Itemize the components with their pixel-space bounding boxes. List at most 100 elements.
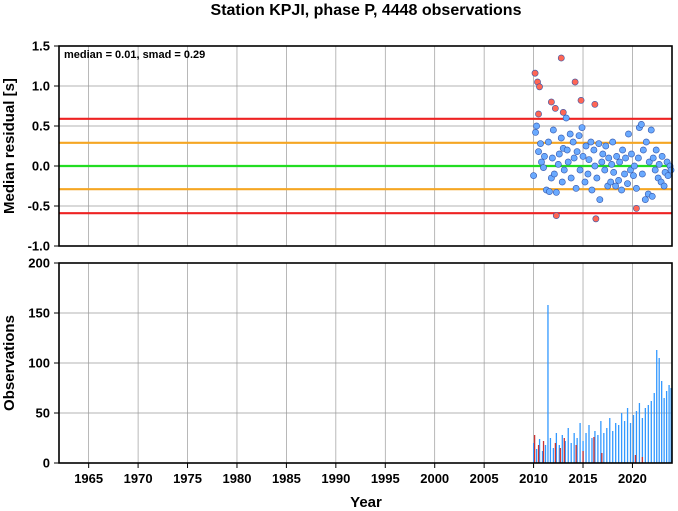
residual-point: [545, 138, 552, 146]
residual-point: [664, 172, 672, 179]
residual-y-ticks: -1.0 -0.5 0.0 0.5 1.0 1.5: [28, 39, 59, 254]
residual-point: [546, 188, 553, 195]
residual-point: [548, 154, 556, 162]
year-x-tick-label: 2010: [519, 471, 548, 486]
observation-bar: [644, 408, 647, 463]
residual-point: [602, 142, 610, 150]
residual-point: [555, 150, 563, 158]
observation-bar: [573, 433, 575, 463]
residual-point: [584, 170, 592, 178]
observation-bar: [606, 428, 608, 463]
residual-point: [533, 122, 540, 130]
observation-bar: [597, 435, 599, 463]
observation-bar: [538, 439, 541, 463]
observation-bar: [579, 423, 581, 463]
observation-bar: [650, 401, 652, 463]
observations-y-tick-label: 100: [28, 356, 50, 371]
residual-point: [591, 101, 599, 108]
observations-y-axis-label: Observations: [1, 315, 18, 411]
residual-point: [608, 160, 616, 168]
residual-point: [647, 126, 655, 134]
year-x-tick-label: 1990: [321, 471, 350, 486]
year-x-tick-label: 1965: [74, 471, 103, 486]
residual-point: [541, 152, 548, 160]
residual-point: [630, 172, 637, 179]
observation-bar: [549, 438, 552, 463]
observation-bar: [582, 451, 584, 463]
residual-point: [633, 184, 640, 192]
reference-lines: [59, 117, 672, 215]
residual-point: [593, 174, 601, 182]
residual-point: [652, 146, 660, 154]
observation-bar: [632, 415, 635, 463]
residual-point: [550, 170, 558, 178]
observation-bar: [588, 425, 590, 463]
observation-bar: [623, 421, 626, 463]
residual-point: [570, 154, 578, 162]
residual-point: [598, 158, 606, 166]
year-x-tick-label: 2015: [569, 471, 598, 486]
observation-bar: [575, 445, 577, 463]
residual-point: [579, 152, 587, 160]
observations-panel: 0 50 100 150 200 1965 1970 1975 1980 1985 1990 199…: [1, 256, 673, 511]
observation-bar: [561, 435, 563, 463]
residual-point: [621, 170, 628, 178]
residual-point: [540, 164, 547, 171]
residual-point: [547, 98, 555, 106]
observation-bar: [570, 443, 572, 463]
observation-bar: [618, 425, 620, 463]
observation-bar: [600, 421, 602, 463]
observation-bar: [532, 443, 535, 463]
residual-point: [582, 142, 590, 150]
observation-bar: [563, 438, 565, 463]
observation-bar: [554, 443, 557, 463]
residual-point: [651, 166, 659, 174]
observation-bar: [620, 413, 623, 463]
residual-points: [530, 54, 675, 223]
residual-y-tick-label: -1.0: [28, 239, 50, 254]
residual-point: [567, 174, 575, 182]
observation-bar: [537, 445, 540, 463]
residual-y-tick-label: 1.0: [32, 79, 50, 94]
residual-point: [638, 170, 646, 178]
residual-point: [624, 180, 631, 187]
observation-bar: [558, 445, 560, 463]
residual-point: [554, 160, 562, 168]
observation-bar: [555, 433, 558, 463]
observation-bar: [653, 393, 655, 463]
year-x-tick-label: 1980: [223, 471, 252, 486]
observation-bar: [544, 445, 547, 463]
residual-point: [563, 146, 571, 154]
residual-point: [587, 138, 595, 146]
residual-point: [625, 130, 632, 138]
residual-point: [576, 166, 584, 174]
observations-y-tick-label: 50: [36, 406, 50, 421]
observation-bar: [647, 405, 649, 463]
residual-point: [538, 158, 545, 166]
residual-y-tick-label: -0.5: [28, 199, 50, 214]
observation-bar: [559, 448, 561, 463]
residual-point: [616, 158, 623, 166]
residual-point: [645, 158, 653, 166]
year-x-tick-label: 1970: [124, 471, 153, 486]
residual-point: [618, 186, 625, 194]
year-x-tick-label: 2005: [470, 471, 499, 486]
residual-y-axis-label: Median residual [s]: [1, 78, 18, 214]
observation-bar: [656, 350, 658, 463]
year-x-tick-label: 2020: [618, 471, 647, 486]
observation-bar: [603, 433, 605, 463]
observation-bar: [601, 453, 603, 463]
residual-point: [610, 168, 618, 176]
residual-point: [596, 196, 604, 203]
observation-bar: [576, 438, 578, 463]
residual-point: [537, 140, 544, 147]
residual-panel-frame: [58, 45, 673, 247]
residual-point: [558, 178, 566, 186]
residual-point: [575, 132, 583, 139]
residual-point: [633, 204, 640, 212]
residual-point: [577, 97, 585, 104]
observation-bar: [626, 408, 629, 463]
residual-point: [641, 196, 649, 203]
